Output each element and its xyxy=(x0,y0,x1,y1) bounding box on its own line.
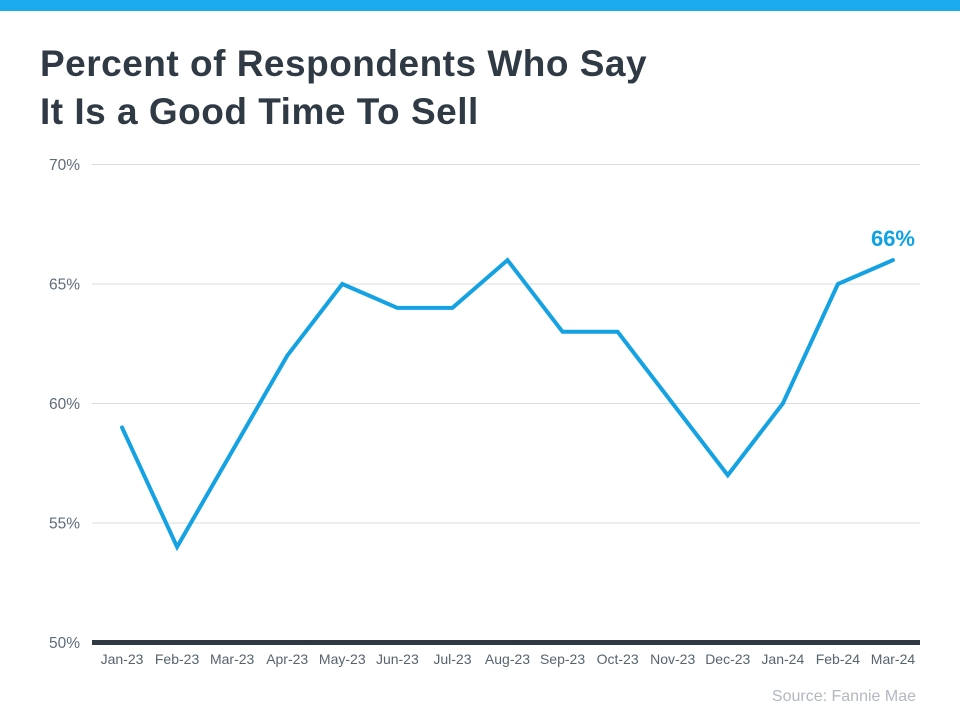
x-axis-tick-label: Nov-23 xyxy=(650,651,695,667)
y-axis-tick-label: 50% xyxy=(49,635,80,652)
x-axis-tick-label: Dec-23 xyxy=(705,651,750,667)
x-axis-tick-label: Oct-23 xyxy=(597,651,639,667)
gridlines xyxy=(92,164,920,645)
source-credit: Source: Fannie Mae xyxy=(772,688,916,705)
x-axis-tick-label: Apr-23 xyxy=(266,651,308,667)
y-axis-tick-label: 55% xyxy=(49,516,80,533)
y-axis-tick-label: 65% xyxy=(49,277,80,294)
x-axis-tick-label: Mar-23 xyxy=(210,651,255,667)
series-line xyxy=(120,257,895,552)
x-axis-tick-labels: Jan-23 Feb-23 Mar-23 Apr-23 May-23 Jun-23 Jul-… xyxy=(101,651,916,667)
top-accent-bar xyxy=(0,0,960,11)
x-axis-tick-label: Jul-23 xyxy=(433,651,471,667)
x-axis-tick-label: Mar-24 xyxy=(871,651,916,667)
x-axis-tick-label: Sep-23 xyxy=(540,651,585,667)
x-axis-tick-label: Feb-24 xyxy=(816,651,861,667)
page-title-line-2: It Is a Good Time To Sell xyxy=(40,91,479,132)
y-axis-tick-labels: 50% 55% 60% 65% 70% xyxy=(49,157,80,652)
page-title: Percent of Respondents Who Say It Is a G… xyxy=(40,40,647,136)
x-axis-tick-label: Jan-23 xyxy=(101,651,144,667)
x-axis-tick-label: Feb-23 xyxy=(155,651,200,667)
x-axis-tick-label: Aug-23 xyxy=(485,651,530,667)
x-axis-tick-label: Jan-24 xyxy=(761,651,804,667)
last-value-label: 66% xyxy=(871,226,915,251)
y-axis-tick-label: 60% xyxy=(49,396,80,413)
page-title-line-1: Percent of Respondents Who Say xyxy=(40,43,648,84)
x-axis-tick-label: May-23 xyxy=(319,651,366,667)
x-axis-tick-label: Jun-23 xyxy=(376,651,419,667)
y-axis-tick-label: 70% xyxy=(49,157,80,174)
